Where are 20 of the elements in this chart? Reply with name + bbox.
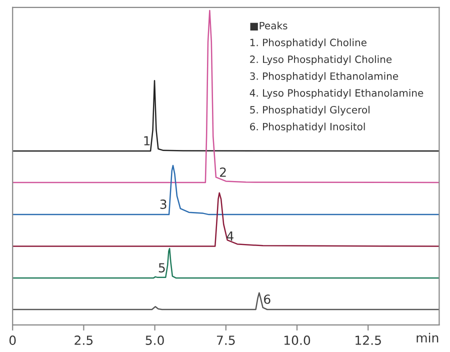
x-tick-label: 10.0 [284,336,310,345]
annotation: 6. Phosphatidyl Inositol [250,122,365,132]
x-axis-title: min [416,332,438,342]
annotation: 3 [160,200,166,209]
x-tick-label: 7.5 [216,336,235,345]
annotation: 4. Lyso Phosphatidyl Ethanolamine [250,88,424,99]
annotation: 6 [264,294,270,304]
annotation: 1. Phosphatidyl Choline [250,38,366,48]
annotation: 5 [158,263,165,272]
annotation: 1 [144,136,150,146]
annotation: 2. Lyso Phosphatidyl Choline [250,55,392,66]
annotation: ■Peaks [250,22,288,31]
annotation: 5. Phosphatidyl Glycerol [250,106,370,116]
x-tick-label: 5.0 [146,336,164,345]
annotation: 3. Phosphatidyl Ethanolamine [250,72,398,82]
x-tick-label: 2.5 [74,336,93,345]
x-tick-label: 0 [9,336,16,345]
annotation: 4 [226,231,234,241]
x-tick-label: 12.5 [356,336,381,345]
annotation: 2 [220,167,226,177]
